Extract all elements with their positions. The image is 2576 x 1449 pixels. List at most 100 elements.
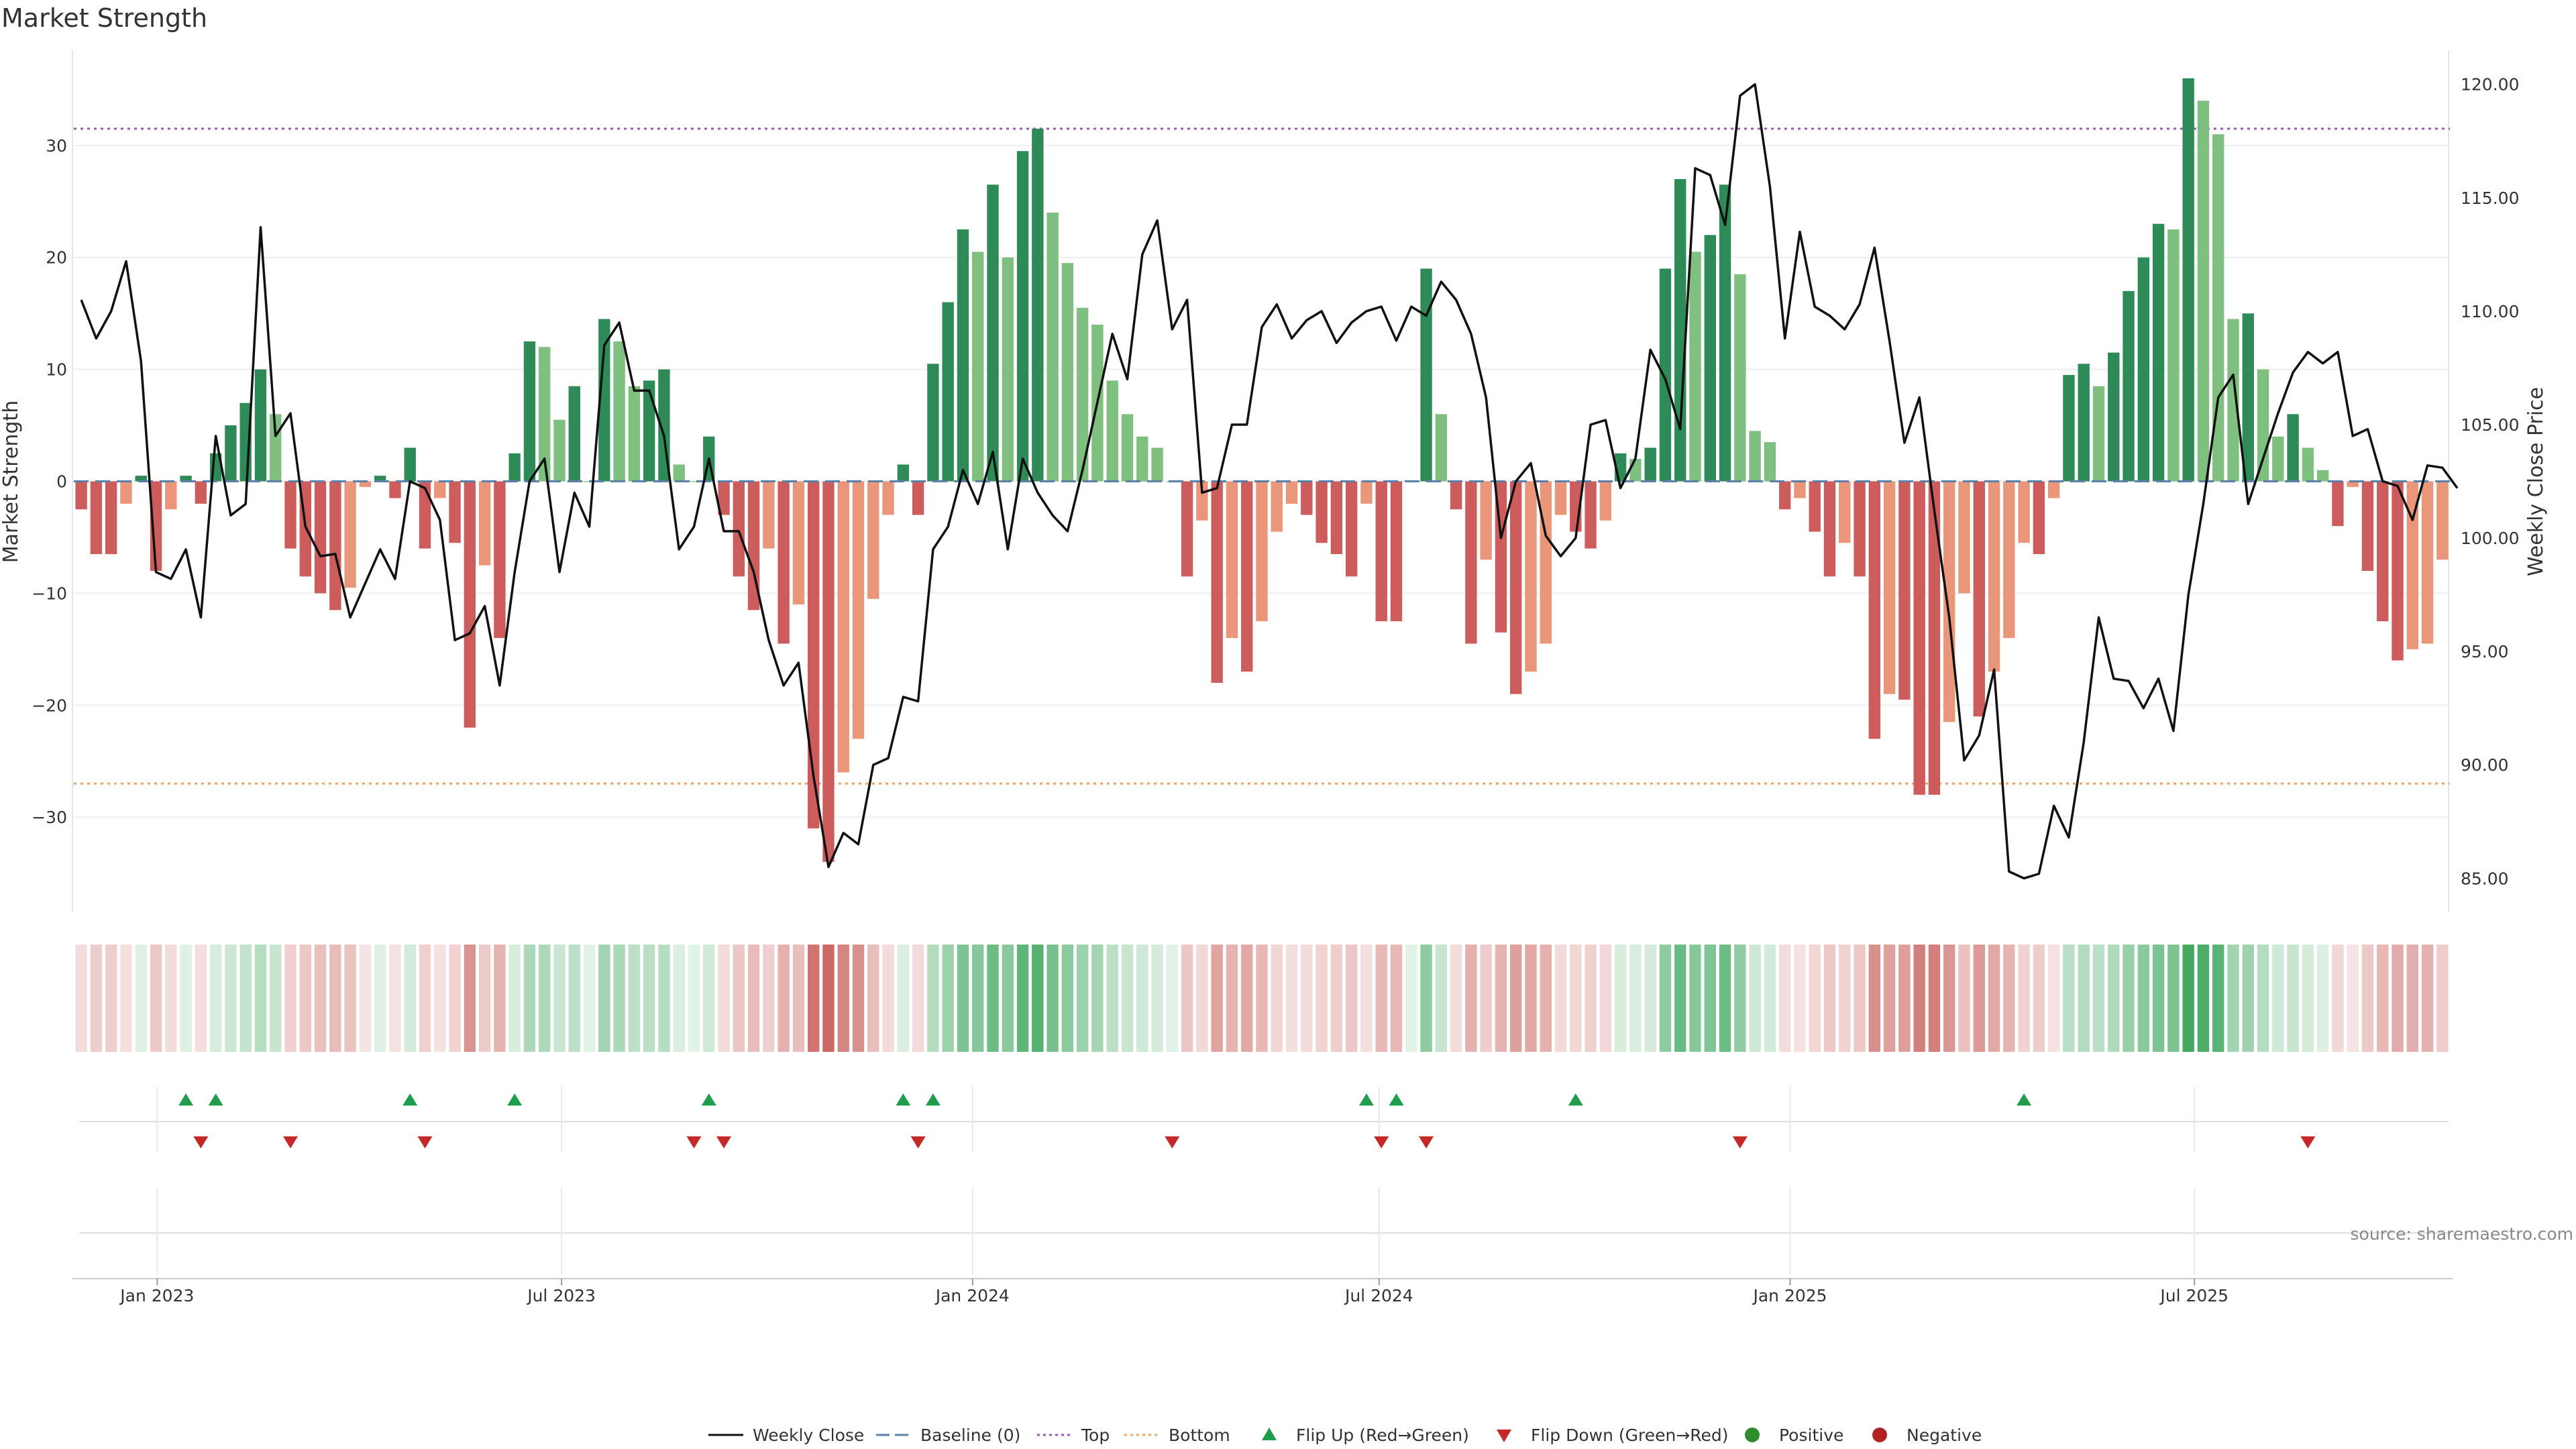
strength-bar xyxy=(598,319,610,482)
strength-bar xyxy=(1554,481,1567,515)
strength-bar xyxy=(1823,481,1836,577)
heat-cell xyxy=(209,945,222,1052)
flip-markers xyxy=(178,1093,2316,1148)
heat-cell xyxy=(1719,945,1731,1052)
left-tick-label: −30 xyxy=(32,808,67,827)
heat-cell xyxy=(2406,945,2418,1052)
weekly-close-line xyxy=(80,83,2459,880)
heat-cell xyxy=(464,945,476,1052)
heat-cell xyxy=(912,945,924,1052)
strength-bar xyxy=(1659,268,1672,482)
heat-cell xyxy=(1241,945,1253,1052)
heat-cell xyxy=(2182,945,2194,1052)
heat-cell xyxy=(1061,945,1074,1052)
strength-bars xyxy=(75,78,2449,862)
heat-cell xyxy=(1136,945,1148,1052)
strength-bar xyxy=(1898,481,1911,700)
x-axis-ticks: Jan 2023 Jul 2023 Jan 2024 Jul 2024 Jan 2025… xyxy=(119,1279,2229,1305)
strength-bar xyxy=(2406,481,2418,649)
strength-bar xyxy=(1704,235,1716,482)
heat-cell xyxy=(1540,945,1552,1052)
heat-cell xyxy=(150,945,162,1052)
strength-bar xyxy=(2227,319,2239,482)
strength-bar xyxy=(1988,481,2000,672)
strength-bar xyxy=(1316,481,1328,543)
heat-cell xyxy=(837,945,849,1052)
heat-cell xyxy=(703,945,715,1052)
strength-bar xyxy=(1061,263,1074,482)
legend-item: Flip Up (Red→Green) xyxy=(1262,1426,1469,1445)
strength-bar xyxy=(1480,481,1492,560)
legend-item: Top xyxy=(1037,1426,1110,1445)
strength-bar xyxy=(2316,470,2329,482)
heat-cell xyxy=(1285,945,1298,1052)
strength-bar xyxy=(1076,307,1089,482)
heat-cell xyxy=(225,945,237,1052)
heat-cell xyxy=(1420,945,1432,1052)
heat-cell xyxy=(2003,945,2015,1052)
strength-bar xyxy=(942,302,954,482)
heat-cell xyxy=(882,945,894,1052)
heat-cell xyxy=(733,945,745,1052)
strength-bar xyxy=(180,476,192,482)
heat-cell xyxy=(449,945,461,1052)
heat-cell xyxy=(1854,945,1866,1052)
strength-bar xyxy=(1211,481,1223,683)
strength-bar xyxy=(927,364,939,482)
heat-cell xyxy=(658,945,670,1052)
strength-bar xyxy=(2182,78,2194,482)
legend-item: Flip Down (Green→Red) xyxy=(1497,1426,1729,1445)
heat-cell xyxy=(897,945,910,1052)
bottom-panel-gridlines xyxy=(156,1187,2196,1275)
heat-cell xyxy=(1599,945,1612,1052)
strength-bar xyxy=(957,229,969,482)
right-axis-ticks: 120.00 115.00 110.00 105.00 100.00 95.00 90.00… xyxy=(2461,75,2519,889)
strength-bar xyxy=(2197,101,2210,482)
strength-bar xyxy=(777,481,790,644)
strength-bar xyxy=(2436,481,2449,560)
strength-bar xyxy=(150,481,162,572)
legend: Weekly Close Baseline (0) Top Bottom Flip Up… xyxy=(708,1426,1982,1445)
strength-bar xyxy=(1585,481,1597,549)
left-tick-label: 30 xyxy=(46,136,67,156)
strength-bar xyxy=(1256,481,1268,622)
strength-bar xyxy=(673,464,685,482)
strength-bar xyxy=(478,481,491,566)
strength-bar xyxy=(912,481,924,515)
heat-cell xyxy=(165,945,177,1052)
flip-down-marker xyxy=(2300,1136,2316,1148)
heat-cell xyxy=(1943,945,1955,1052)
right-tick-label: 120.00 xyxy=(2461,75,2519,95)
strength-bar xyxy=(1689,252,1701,482)
heat-cell xyxy=(2302,945,2314,1052)
legend-item: Negative xyxy=(1872,1426,1982,1445)
heat-cell xyxy=(239,945,252,1052)
strength-bar xyxy=(1540,481,1552,644)
heat-cell xyxy=(927,945,939,1052)
heat-cell xyxy=(1360,945,1373,1052)
heat-cell xyxy=(1958,945,1970,1052)
heat-cell xyxy=(2347,945,2359,1052)
heat-cell xyxy=(1256,945,1268,1052)
heat-cell xyxy=(2287,945,2299,1052)
strength-bar xyxy=(508,453,521,482)
heat-cell xyxy=(987,945,999,1052)
strength-bar xyxy=(1241,481,1253,672)
heat-cell xyxy=(344,945,356,1052)
heat-cell xyxy=(1316,945,1328,1052)
strength-bar xyxy=(1719,184,1731,482)
heat-cell xyxy=(1973,945,1985,1052)
strength-bar xyxy=(2047,481,2060,498)
strength-bar xyxy=(75,481,87,510)
strength-bar xyxy=(2377,481,2389,622)
strength-bar xyxy=(1345,481,1358,577)
heat-cell xyxy=(1570,945,1582,1052)
bottom-panel xyxy=(72,1232,2453,1279)
heat-cell xyxy=(1375,945,1387,1052)
strength-bar xyxy=(852,481,865,739)
left-axis-label: Market Strength xyxy=(0,400,23,563)
strength-bar xyxy=(628,386,641,482)
heat-cell xyxy=(867,945,879,1052)
strength-bar xyxy=(2272,436,2284,482)
